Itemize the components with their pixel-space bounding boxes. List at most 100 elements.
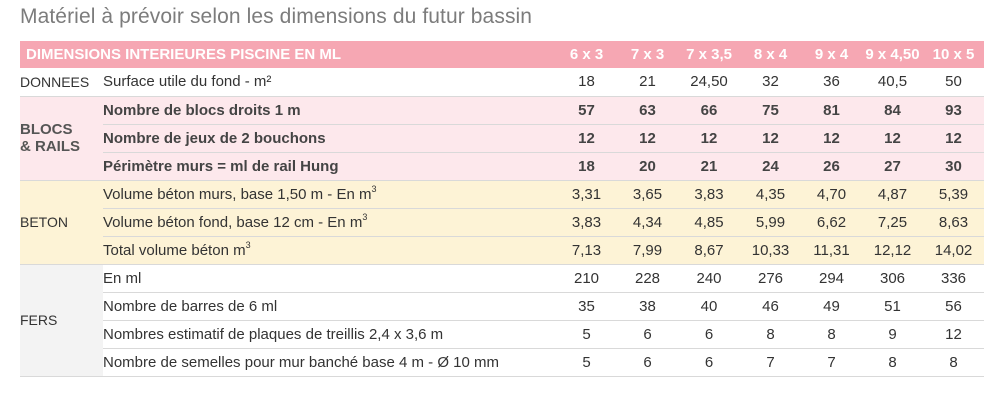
table-cell: 294: [801, 264, 863, 293]
table-cell: 35: [556, 292, 618, 321]
row-label: En ml: [103, 264, 557, 293]
row-label: Nombres estimatif de plaques de treillis…: [103, 320, 557, 349]
table-cell: 24,50: [678, 68, 741, 97]
table-cell: 4,35: [740, 180, 802, 209]
table-cell: 21: [678, 152, 741, 181]
page-title: Matériel à prévoir selon les dimensions …: [20, 5, 533, 28]
table-cell: 228: [617, 264, 679, 293]
table-cell: 3,83: [678, 180, 741, 209]
table-cell: 6,62: [801, 208, 863, 237]
table-cell: 12: [923, 124, 985, 153]
table-cell: 56: [923, 292, 985, 321]
table-row: Périmètre murs = ml de rail Hung 18 20 21 24…: [20, 152, 985, 181]
table-cell: 7: [801, 348, 863, 377]
row-label: Volume béton fond, base 12 cm - En m3: [103, 208, 557, 237]
table-cell: 9: [862, 320, 924, 349]
table-cell: 84: [862, 96, 924, 125]
row-label-text: Total volume béton m: [103, 241, 246, 259]
table-cell: 63: [617, 96, 679, 125]
table-cell: 40,5: [862, 68, 924, 97]
row-label-text: Nombre de barres de 6 ml: [103, 297, 278, 315]
table-cell: 12: [556, 124, 618, 153]
section-group-label: BLOCS & RAILS: [20, 96, 103, 181]
column-header: 6 x 3: [556, 41, 618, 68]
table-cell: 20: [617, 152, 679, 181]
row-label: Nombre de jeux de 2 bouchons: [103, 124, 557, 153]
table-cell: 38: [617, 292, 679, 321]
table-cell: 24: [740, 152, 802, 181]
header-label: DIMENSIONS INTERIEURES PISCINE EN ML: [20, 41, 557, 68]
table-row: BLOCS & RAILS Nombre de blocs droits 1 m 5…: [20, 96, 985, 181]
row-label-text: Nombre de blocs droits 1 m: [103, 101, 301, 119]
table-cell: 57: [556, 96, 618, 125]
table-row: FERS En ml 210 228 240 276 294 306 336: [20, 264, 985, 377]
row-label: Total volume béton m3: [103, 236, 557, 265]
table-cell: 4,70: [801, 180, 863, 209]
table-header-row: DIMENSIONS INTERIEURES PISCINE EN ML 6 x…: [20, 41, 985, 68]
table-row: Nombres estimatif de plaques de treillis…: [20, 320, 985, 349]
table-cell: 3,31: [556, 180, 618, 209]
table-cell: 12: [801, 124, 863, 153]
row-label-text: Nombre de semelles pour mur banché base …: [103, 353, 499, 371]
column-header: 9 x 4: [801, 41, 863, 68]
table-row: Nombre de semelles pour mur banché base …: [20, 348, 985, 377]
table-cell: 8,63: [923, 208, 985, 237]
table-cell: 7,25: [862, 208, 924, 237]
table-cell: 276: [740, 264, 802, 293]
table-cell: 336: [923, 264, 985, 293]
table-row: BETON Volume béton murs, base 1,50 m - En…: [20, 180, 985, 265]
table-cell: 4,87: [862, 180, 924, 209]
table-cell: 32: [740, 68, 802, 97]
table-cell: 8: [923, 348, 985, 377]
table-cell: 12: [740, 124, 802, 153]
column-header: 7 x 3: [617, 41, 679, 68]
table-row: Nombre de jeux de 2 bouchons 12 12 12 12 12 12…: [20, 124, 985, 153]
table-cell: 51: [862, 292, 924, 321]
table-cell: 75: [740, 96, 802, 125]
section-group-label: DONNEES: [20, 68, 103, 97]
table-cell: 5: [556, 348, 618, 377]
column-header: 10 x 5: [923, 41, 985, 68]
table-cell: 4,85: [678, 208, 741, 237]
table-cell: 40: [678, 292, 741, 321]
table-row: Total volume béton m3 7,13 7,99 8,67 10,33 11…: [20, 236, 985, 265]
table-row: Nombre de barres de 6 ml 35 38 40 46 49 51 56: [20, 292, 985, 321]
table-cell: 12: [862, 124, 924, 153]
table-cell: 12,12: [862, 236, 924, 265]
table-cell: 8: [740, 320, 802, 349]
table-cell: 18: [556, 68, 618, 97]
column-header: 8 x 4: [740, 41, 802, 68]
table-cell: 5,99: [740, 208, 802, 237]
unit-superscript: 3: [245, 239, 251, 250]
row-label-text: Volume béton murs, base 1,50 m - En m: [103, 185, 372, 203]
row-label: Nombre de semelles pour mur banché base …: [103, 348, 557, 377]
table-cell: 14,02: [923, 236, 985, 265]
table-cell: 5: [556, 320, 618, 349]
table-cell: 8,67: [678, 236, 741, 265]
table-cell: 6: [617, 348, 679, 377]
section-group-label: FERS: [20, 264, 103, 377]
table-cell: 12: [617, 124, 679, 153]
table-cell: 5,39: [923, 180, 985, 209]
unit-superscript: 3: [371, 183, 377, 194]
table-cell: 3,83: [556, 208, 618, 237]
section-fers: FERS En ml 210 228 240 276 294 306 336 Nombre de …: [20, 264, 985, 377]
column-header: 7 x 3,5: [678, 41, 741, 68]
section-group-label: BETON: [20, 180, 103, 265]
table-cell: 12: [678, 124, 741, 153]
row-label-text: Nombre de jeux de 2 bouchons: [103, 129, 326, 147]
table-cell: 240: [678, 264, 741, 293]
table-cell: 12: [923, 320, 985, 349]
table-cell: 6: [678, 348, 741, 377]
table-cell: 18: [556, 152, 618, 181]
table-cell: 6: [678, 320, 741, 349]
table-cell: 49: [801, 292, 863, 321]
section-blocs-rails: BLOCS & RAILS Nombre de blocs droits 1 m 5…: [20, 96, 985, 181]
materials-table: DIMENSIONS INTERIEURES PISCINE EN ML 6 x…: [20, 41, 985, 377]
table-cell: 3,65: [617, 180, 679, 209]
row-label-text: Périmètre murs = ml de rail Hung: [103, 157, 339, 175]
row-label-text: Nombres estimatif de plaques de treillis…: [103, 325, 444, 343]
section-donnees: DONNEES Surface utile du fond - m² 18 21 24,…: [20, 68, 985, 97]
table-cell: 210: [556, 264, 618, 293]
table-cell: 50: [923, 68, 985, 97]
